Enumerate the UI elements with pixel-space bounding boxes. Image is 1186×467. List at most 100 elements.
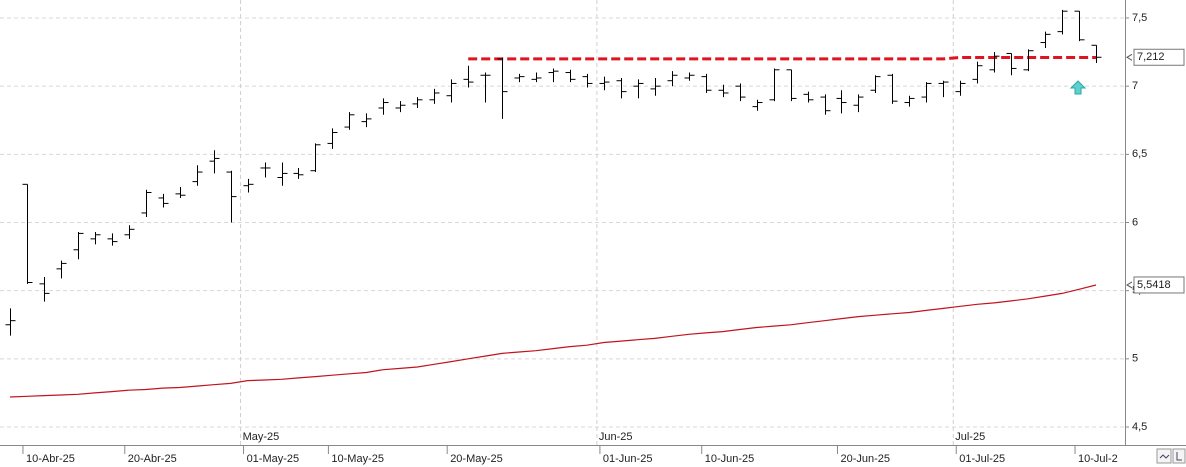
ohlc-bar: [124, 225, 135, 239]
price-tag-box: [1133, 276, 1185, 294]
ohlc-bar: [209, 150, 220, 174]
ohlc-bar: [904, 95, 915, 107]
ohlc-bar: [1074, 10, 1085, 42]
ohlc-bar: [293, 167, 304, 179]
y-tick-label: 6: [1132, 216, 1138, 228]
ohlc-bars: [5, 9, 1102, 336]
ohlc-bar: [582, 73, 593, 88]
ohlc-bar: [310, 143, 321, 173]
ohlc-bar: [853, 94, 864, 113]
y-tick-label: 5: [1132, 353, 1138, 365]
ohlc-bar: [90, 232, 101, 245]
ohlc-bar: [803, 91, 814, 103]
grid: [0, 0, 1125, 445]
x-tick-label: 20-Abr-25: [128, 453, 177, 465]
signal-arrow: [1069, 80, 1087, 95]
arrow-up-icon: [1069, 80, 1087, 95]
y-tick-label: 6,5: [1132, 148, 1147, 160]
ohlc-bar: [955, 80, 966, 96]
ohlc-bar: [327, 128, 338, 149]
resistance-line: [468, 56, 1096, 61]
ohlc-bar: [141, 189, 152, 218]
menu-icon: [1176, 452, 1182, 461]
ohlc-bar: [633, 79, 644, 99]
ohlc-bar: [1057, 9, 1068, 35]
ohlc-bar: [752, 99, 763, 111]
x-tick-label: 01-Jun-25: [603, 453, 653, 465]
ohlc-bar: [769, 68, 780, 102]
ohlc-bar: [395, 101, 406, 113]
month-label: May-25: [243, 431, 280, 443]
ohlc-bar: [175, 187, 186, 198]
x-tick-label: 10-Abr-25: [26, 453, 75, 465]
ohlc-bar: [887, 73, 898, 104]
ohlc-bar: [870, 75, 881, 93]
ohlc-bar: [73, 232, 84, 260]
price-tag-label: 7,212: [1137, 51, 1165, 63]
ohlc-bar: [378, 98, 389, 115]
ohlc-bar: [5, 308, 16, 336]
x-tick-label: 10-Jul-2: [1078, 453, 1118, 465]
ohlc-bar: [412, 97, 423, 108]
ohlc-bar: [599, 76, 610, 91]
ohlc-bar: [361, 113, 372, 128]
ohlc-bar: [531, 72, 542, 83]
ohlc-bar: [243, 178, 254, 193]
ohlc-bar: [344, 112, 355, 130]
ohlc-bar: [480, 72, 491, 103]
ohlc-bar: [786, 69, 797, 102]
ohlc-bar: [497, 57, 508, 119]
ohlc-bar: [735, 83, 746, 102]
ohlc-bar: [701, 73, 712, 93]
x-tick-label: 01-Jul-25: [959, 453, 1005, 465]
ohlc-bar: [39, 277, 50, 302]
y-tick-label: 7: [1132, 80, 1138, 92]
ohlc-bar: [277, 162, 288, 186]
ohlc-bar: [56, 260, 67, 279]
price-tag-pointer: [1126, 281, 1133, 289]
y-tick-label: 7,5: [1132, 12, 1147, 24]
ohlc-bar: [107, 233, 118, 246]
ohlc-bar: [650, 77, 661, 96]
ohlc-bar: [514, 73, 525, 83]
price-tag-box: [1133, 48, 1185, 66]
ohlc-bar: [226, 170, 237, 223]
ohlc-bar: [718, 84, 729, 98]
overlay-lines: [9, 56, 1097, 398]
month-label: Jun-25: [599, 431, 633, 443]
ohlc-bar: [938, 80, 949, 98]
ohlc-bar: [429, 88, 440, 104]
ohlc-bar: [989, 52, 1000, 73]
price-tag-label: 5,5418: [1137, 279, 1171, 291]
ohlc-bar: [616, 77, 627, 99]
ohlc-bar: [22, 183, 33, 284]
scale-icon: [1159, 454, 1170, 459]
x-tick-label: 20-Jun-25: [840, 453, 890, 465]
ohlc-bar: [1040, 31, 1051, 48]
ohlc-bar: [260, 162, 271, 178]
ohlc-bar: [1023, 49, 1034, 72]
ohlc-bar: [158, 193, 169, 208]
ohlc-bar: [972, 61, 983, 84]
ohlc-bar: [548, 68, 559, 83]
corner-buttons: [1156, 448, 1186, 464]
ohlc-bar: [192, 165, 203, 186]
ohlc-bar: [446, 79, 457, 103]
ohlc-bar: [1091, 44, 1102, 63]
x-tick-label: 01-May-25: [247, 453, 300, 465]
x-tick-label: 10-Jun-25: [705, 453, 755, 465]
ohlc-bar: [1006, 52, 1017, 76]
x-tick-label: 10-May-25: [331, 453, 384, 465]
ohlc-bar: [820, 94, 831, 115]
y-tick-label: 4,5: [1132, 421, 1147, 433]
ohlc-bar: [684, 72, 695, 81]
menu-button[interactable]: [1172, 448, 1186, 464]
ohlc-bar: [667, 71, 678, 87]
ohlc-bar: [921, 82, 932, 103]
ohlc-bar: [463, 65, 474, 88]
ohlc-bar: [565, 69, 576, 83]
month-label: Jul-25: [955, 431, 985, 443]
moving-average-line: [9, 284, 1097, 398]
